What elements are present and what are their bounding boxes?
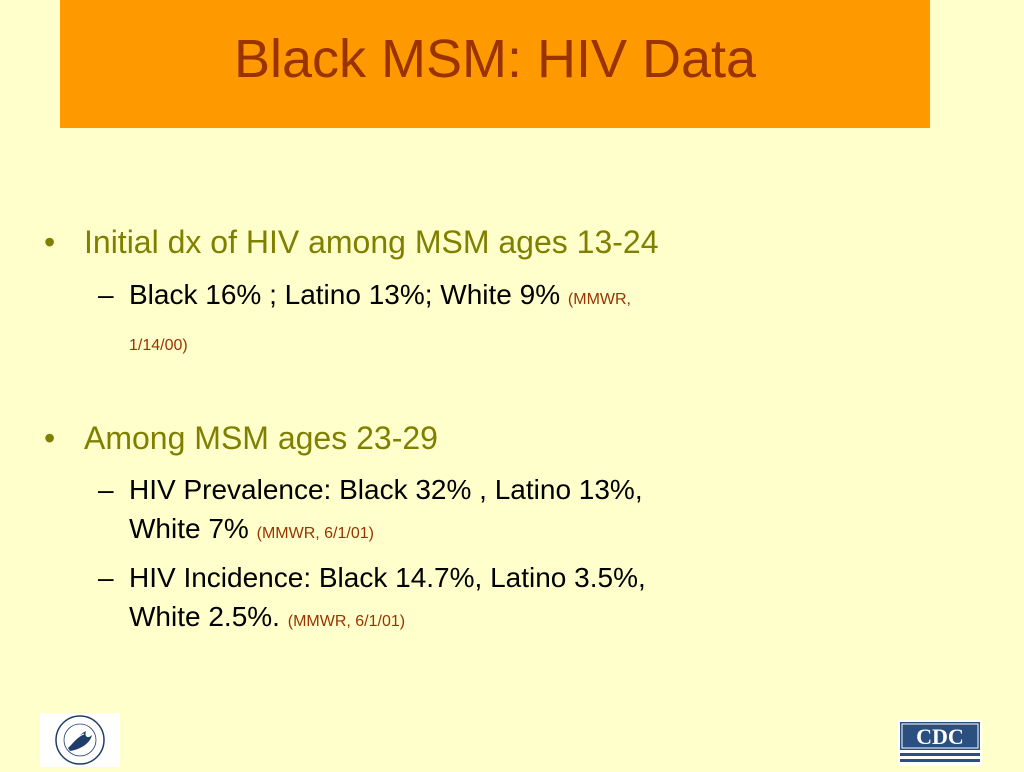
hhs-seal-icon [55,715,105,765]
bullet-glyph: • [44,420,56,456]
sub-bullet-2-1-text2: White 7% [129,513,249,544]
sub-bullet-2-1-text: HIV Prevalence: Black 32% , Latino 13%, [129,474,643,505]
citation: (MMWR, 6/1/01) [256,525,374,542]
svg-text:CDC: CDC [916,724,964,749]
sub-bullet-2-2-text: HIV Incidence: Black 14.7%, Latino 3.5%, [129,562,646,593]
bullet-1-text: Initial dx of HIV among MSM ages 13-24 [84,224,659,260]
citation: (MMWR, [567,291,631,308]
dash-glyph: – [98,279,114,310]
bullet-glyph: • [44,224,56,260]
slide-title: Black MSM: HIV Data [233,29,757,89]
cdc-logo: CDC [898,720,982,766]
citation: (MMWR, 6/1/01) [287,613,406,630]
citation: 1/14/00) [129,337,188,354]
cdc-logo-icon: CDC [900,722,980,762]
sub-bullet-1-1-text: Black 16% ; Latino 13%; White 9% [129,279,561,310]
dash-glyph: – [98,474,114,505]
dash-glyph: – [98,562,114,593]
hhs-logo [40,713,120,767]
sub-bullet-2-2-text2: White 2.5%. [129,601,280,632]
bullet-2-text: Among MSM ages 23-29 [84,420,438,456]
title-bar: Black MSM: HIV Data [60,0,930,128]
